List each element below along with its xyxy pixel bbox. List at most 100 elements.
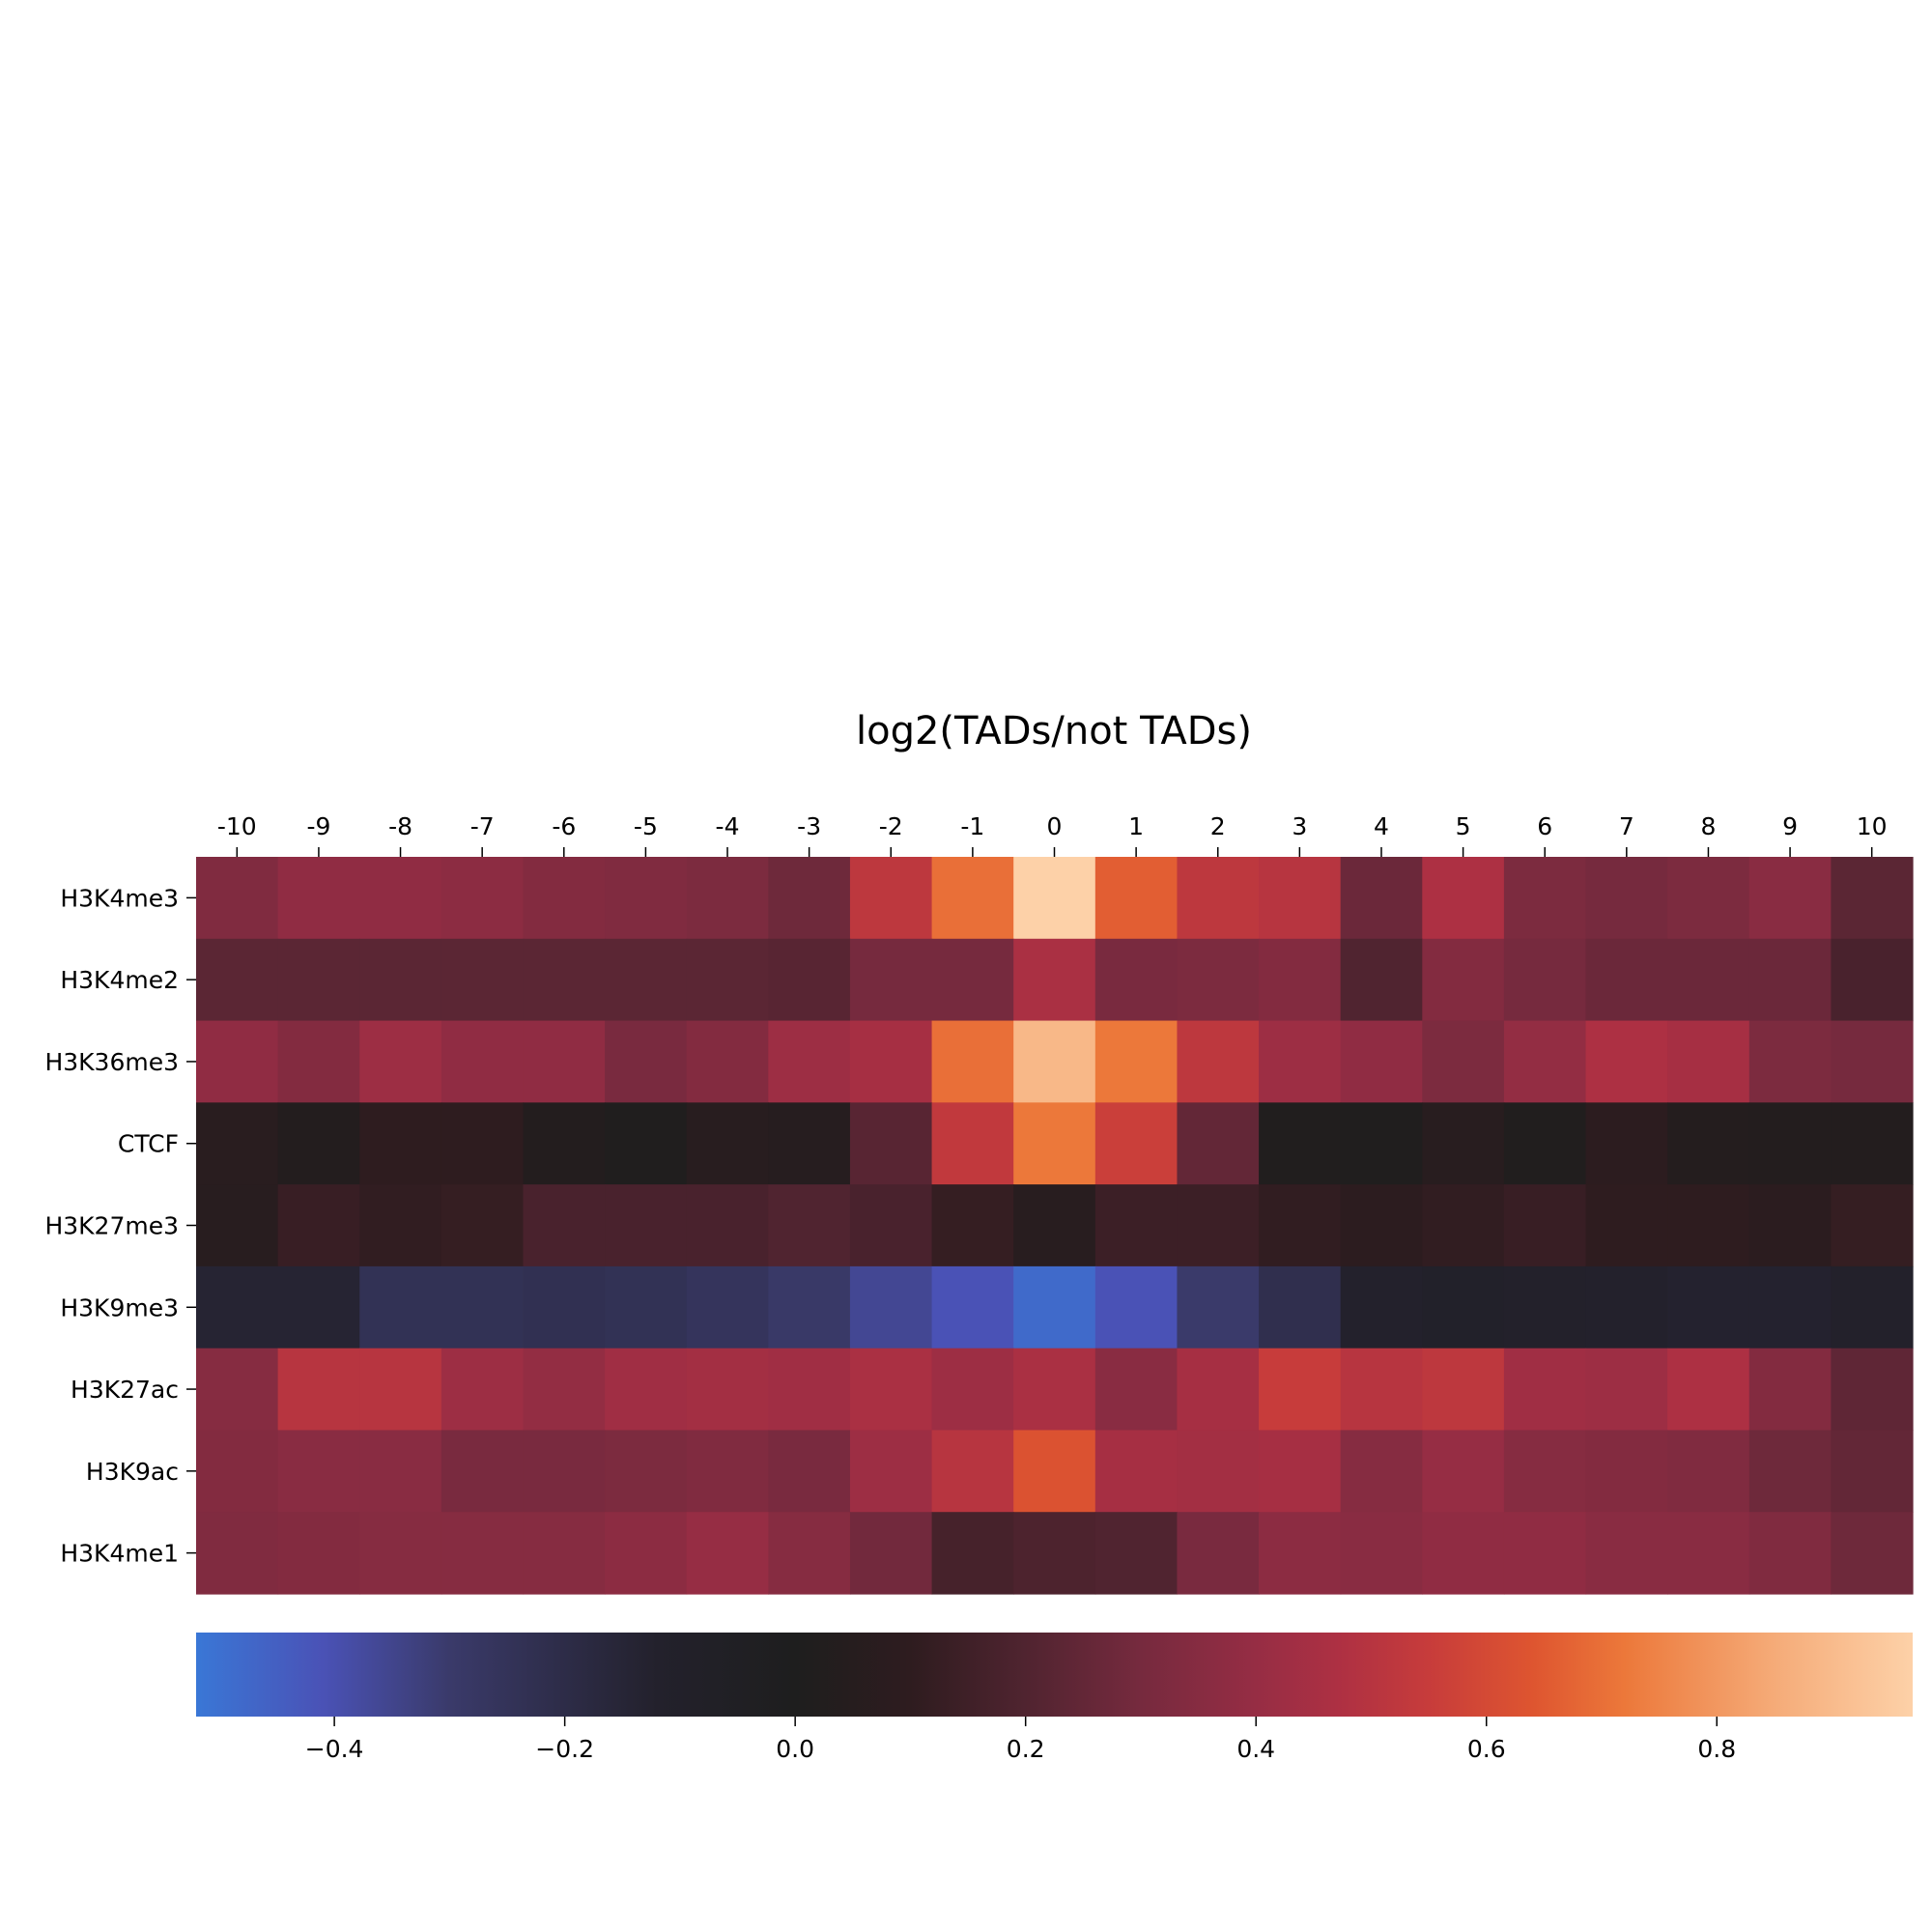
heatmap-cell — [1013, 857, 1096, 940]
heatmap-cell — [849, 1348, 933, 1432]
heatmap-cell — [440, 1430, 525, 1513]
heatmap-cell — [1422, 938, 1505, 1022]
heatmap-cell — [196, 1102, 279, 1185]
x-tick-label: -2 — [879, 812, 903, 840]
heatmap-cell — [1177, 1430, 1260, 1513]
heatmap-cell — [931, 1184, 1014, 1267]
heatmap-cell — [1503, 938, 1587, 1022]
heatmap-cell — [686, 1430, 769, 1513]
heatmap-cell — [605, 857, 688, 940]
y-tick-label: H3K36me3 — [44, 1048, 179, 1076]
heatmap-cell — [1667, 1348, 1750, 1432]
heatmap-cell — [1422, 1430, 1505, 1513]
heatmap-cell — [277, 1020, 360, 1103]
heatmap-cell — [849, 1102, 933, 1185]
heatmap-cell — [1748, 1348, 1832, 1432]
heatmap-cell — [931, 1102, 1014, 1185]
heatmap-cell — [1667, 1184, 1750, 1267]
heatmap-cell — [1259, 1348, 1342, 1432]
heatmap-cell — [768, 938, 851, 1022]
heatmap-cell — [440, 1265, 525, 1350]
heatmap-cell — [277, 1102, 360, 1185]
heatmap-cell — [1094, 1265, 1179, 1350]
heatmap-cell — [1831, 938, 1914, 1022]
heatmap-cell — [605, 1020, 688, 1103]
heatmap-cell — [359, 1020, 442, 1103]
x-tick-label: 6 — [1537, 812, 1552, 840]
heatmap-cell — [849, 1512, 933, 1595]
heatmap-cell — [277, 1512, 360, 1595]
heatmap-cell — [605, 1348, 688, 1432]
colorbar-tick-label: 0.0 — [776, 1735, 814, 1763]
heatmap-cell — [686, 1348, 769, 1432]
x-tick-label: 8 — [1700, 812, 1716, 840]
colorbar-tick-label: −0.2 — [535, 1735, 594, 1763]
heatmap-cell — [768, 1265, 851, 1350]
heatmap-cell — [1831, 1430, 1914, 1513]
heatmap-cell — [1667, 1102, 1750, 1185]
heatmap-cell — [686, 1265, 769, 1350]
heatmap-cell — [849, 1020, 933, 1103]
heatmap-cell — [1340, 1184, 1423, 1267]
heatmap-cell — [686, 1512, 769, 1595]
heatmap-cell — [1667, 1512, 1750, 1595]
y-tick-label: H3K27me3 — [44, 1212, 179, 1240]
heatmap-cell — [1094, 1184, 1179, 1267]
heatmap-cell — [931, 857, 1014, 940]
heatmap-cell — [1748, 1512, 1832, 1595]
heatmap-cell — [1259, 1020, 1342, 1103]
heatmap-cell — [1585, 1430, 1668, 1513]
heatmap-cell — [523, 857, 606, 940]
heatmap-cell — [1094, 857, 1179, 940]
heatmap-cell — [1831, 1184, 1914, 1267]
heatmap-cell — [523, 1184, 606, 1267]
heatmap-cell — [196, 1020, 279, 1103]
heatmap-cell — [1585, 938, 1668, 1022]
heatmap-cell — [1177, 1020, 1260, 1103]
heatmap-cell — [1585, 1265, 1668, 1350]
heatmap-cell — [1667, 1020, 1750, 1103]
colorbar-tick-label: 0.8 — [1697, 1735, 1736, 1763]
x-tick-label: -6 — [552, 812, 576, 840]
heatmap-cell — [605, 1265, 688, 1350]
heatmap-cell — [849, 1430, 933, 1513]
heatmap-cell — [1013, 1020, 1096, 1103]
heatmap-cell — [1013, 1430, 1096, 1513]
heatmap-cell — [1748, 1184, 1832, 1267]
heatmap-cell — [686, 857, 769, 940]
x-tick-label: -10 — [217, 812, 257, 840]
heatmap-cell — [1259, 857, 1342, 940]
heatmap-cell — [196, 1348, 279, 1432]
heatmap-cell — [1259, 1430, 1342, 1513]
y-tick-label: H3K9ac — [86, 1458, 179, 1486]
heatmap-cell — [1340, 1265, 1423, 1350]
heatmap-cell — [1667, 1265, 1750, 1350]
heatmap-cell — [768, 1020, 851, 1103]
x-tick-label: -1 — [960, 812, 984, 840]
x-tick-label: -9 — [306, 812, 330, 840]
heatmap-cell — [1503, 1512, 1587, 1595]
heatmap-cell — [1177, 857, 1260, 940]
heatmap-cell — [1422, 1102, 1505, 1185]
heatmap-cell — [1177, 1348, 1260, 1432]
x-tick-label: -8 — [388, 812, 412, 840]
heatmap-cell — [523, 1020, 606, 1103]
heatmap-cell — [196, 1430, 279, 1513]
heatmap-cell — [768, 857, 851, 940]
heatmap-cell — [1585, 1102, 1668, 1185]
heatmap-cell — [359, 1102, 442, 1185]
heatmap-cell — [1340, 1348, 1423, 1432]
heatmap-cell — [1748, 938, 1832, 1022]
heatmap-cell — [1259, 938, 1342, 1022]
y-axis: H3K4me3 H3K4me2 H3K36me3 CTCF H3K27me3 H3K9me… — [44, 884, 196, 1568]
heatmap-cell — [1585, 1348, 1668, 1432]
x-tick-label: 3 — [1292, 812, 1307, 840]
heatmap-cell — [1667, 938, 1750, 1022]
heatmap-cell — [605, 938, 688, 1022]
heatmap-cell — [1831, 1102, 1914, 1185]
heatmap-cell — [196, 1184, 279, 1267]
heatmap-cell — [277, 1430, 360, 1513]
heatmap-cell — [605, 1184, 688, 1267]
colorbar-tick-label: 0.2 — [1007, 1735, 1045, 1763]
heatmap-cell — [1585, 1512, 1668, 1595]
